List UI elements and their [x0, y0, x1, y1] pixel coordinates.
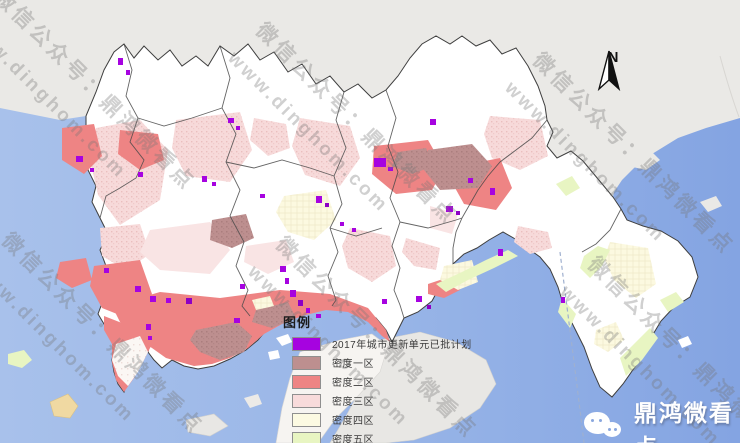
- branding: 鼎鸿微看点: [584, 394, 740, 443]
- branding-name: 鼎鸿微看点: [634, 400, 734, 443]
- compass-needle-icon: [597, 50, 621, 92]
- legend-swatch: [292, 431, 321, 443]
- maritime-boundary: [559, 251, 585, 443]
- district-boundaries: [99, 43, 622, 319]
- density-zone3-areas: [90, 112, 552, 282]
- legend-item-zone4: 密度四区: [292, 412, 472, 427]
- legend: 图例 2017年城市更新单元已批计划 密度一区 密度二区 密度三区 密度四区 密…: [283, 312, 472, 443]
- wechat-icon: [584, 410, 626, 443]
- density-zone3-plain-areas: [140, 206, 458, 274]
- legend-item-zone3: 密度三区: [292, 393, 472, 408]
- islands: [49, 148, 722, 419]
- legend-item-zone1: 密度一区: [292, 355, 472, 370]
- legend-swatch: [292, 374, 321, 389]
- legend-swatch: [292, 393, 321, 408]
- peninsula-white-tip: [112, 336, 148, 386]
- legend-item-renewal: 2017年城市更新单元已批计划: [292, 336, 472, 351]
- density-zone1-areas: [190, 144, 492, 360]
- legend-swatch: [292, 355, 321, 370]
- neighbor-land-north: [0, 0, 740, 197]
- legend-title: 图例: [283, 315, 312, 330]
- legend-swatch: [292, 336, 321, 351]
- legend-item-zone2: 密度二区: [292, 374, 472, 389]
- northeast-border: [719, 55, 740, 118]
- north-arrow: N: [596, 49, 630, 92]
- density-zone2-areas: [56, 124, 512, 392]
- renewal-unit-patches: [76, 58, 565, 340]
- density-zone5-areas: [8, 176, 684, 376]
- north-label: N: [607, 49, 619, 66]
- legend-item-zone5: 密度五区: [292, 431, 472, 443]
- legend-swatch: [292, 412, 321, 427]
